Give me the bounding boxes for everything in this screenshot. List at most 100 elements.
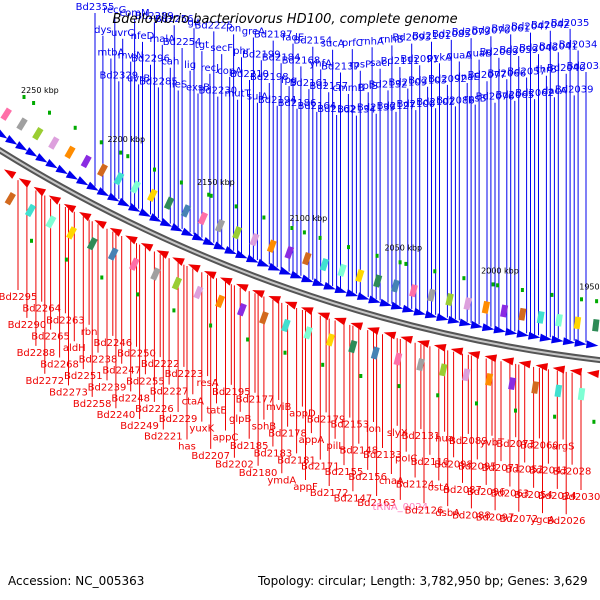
forward-gene-label: Bd2069 xyxy=(480,47,519,58)
rna-marker xyxy=(290,226,294,230)
forward-cog-block xyxy=(445,292,454,307)
forward-gene-label: Bd2184 xyxy=(262,52,301,63)
gene-labels: Bd2355 dys mtbA Bd2329 recG uvrC mviN uvrB comM n… xyxy=(0,2,600,527)
forward-gene-label: comM xyxy=(120,8,150,19)
forward-gene-label: secF xyxy=(210,43,233,54)
rna-marker xyxy=(462,276,466,281)
forward-cog-block xyxy=(64,145,76,159)
reverse-gene-label: Bd2238 xyxy=(79,355,118,366)
reverse-gene-label: Bd2177 xyxy=(236,395,275,406)
forward-cog-block xyxy=(97,163,108,177)
reverse-gene-label: Bd2178 xyxy=(268,429,307,440)
reverse-gene-label: dsbA xyxy=(435,508,460,519)
reverse-cog-block xyxy=(325,333,336,347)
reverse-gene-label: Bd2156 xyxy=(348,472,387,483)
forward-gene-label: Bd2041 xyxy=(539,41,578,52)
reverse-gene-label: Bd2195 xyxy=(212,387,251,398)
reverse-gene-arrow xyxy=(317,312,331,321)
forward-gene-label: cah xyxy=(161,57,179,68)
reverse-gene-label: Bd2222 xyxy=(141,359,180,370)
forward-gene-arrow xyxy=(138,208,152,217)
forward-cog-block xyxy=(500,304,509,318)
reverse-gene-label: appC xyxy=(213,433,239,444)
forward-gene-label: Bd2035 xyxy=(551,18,590,29)
forward-cog-block xyxy=(518,307,527,321)
forward-gene-label: Bd2285 xyxy=(139,76,178,87)
forward-gene-label: Bd2127 xyxy=(377,101,416,112)
reverse-gene-arrow xyxy=(333,317,347,326)
forward-gene-arrow xyxy=(481,323,495,332)
reverse-cog-block xyxy=(236,303,247,317)
forward-gene-arrow xyxy=(245,254,259,263)
rna-marker xyxy=(126,154,130,159)
forward-gene-arrow xyxy=(562,337,576,346)
forward-gene-label: dacA xyxy=(542,86,567,97)
forward-gene-arrow xyxy=(107,192,120,202)
reverse-gene-label: Bd2268 xyxy=(40,360,79,371)
forward-gene-label: uvrB xyxy=(127,73,150,84)
reverse-gene-label: mviB xyxy=(266,402,291,413)
forward-gene-label: Bd2076 xyxy=(476,92,515,103)
forward-gene-label: Bd2091 xyxy=(400,54,439,65)
reverse-gene-label: appA xyxy=(299,435,325,446)
rna-marker xyxy=(321,362,325,367)
forward-gene-label: tgt xyxy=(195,40,209,51)
forward-gene-label: Bd2093 xyxy=(392,33,431,44)
forward-gene-label: Bd2256 xyxy=(155,14,194,25)
reverse-gene-label: Bd2030 xyxy=(562,492,600,503)
forward-gene-label: Bd2187 xyxy=(254,30,293,41)
forward-gene-label: uvrC xyxy=(111,28,134,39)
rna-marker xyxy=(359,374,363,378)
forward-gene-label: recJ xyxy=(201,63,220,74)
forward-gene-label: rplS xyxy=(358,81,378,92)
forward-cog-block xyxy=(427,288,436,302)
reverse-gene-label: Bd2095 xyxy=(458,461,497,472)
forward-gene-label: Bd2034 xyxy=(559,40,598,51)
reverse-gene-arrow xyxy=(400,335,413,344)
forward-cog-block xyxy=(409,284,418,298)
reverse-gene-arrow xyxy=(79,212,92,222)
rna-marker xyxy=(347,245,350,250)
reverse-gene-label: Bd2227 xyxy=(150,387,189,398)
reverse-cog-block xyxy=(303,326,313,340)
forward-cog-block xyxy=(337,263,347,277)
reverse-gene-label: Bd2155 xyxy=(325,467,364,478)
forward-gene-arrow xyxy=(65,170,79,180)
reverse-gene-label: aldH xyxy=(63,343,86,354)
forward-gene-arrow xyxy=(149,213,162,222)
reverse-gene-label: ostA xyxy=(428,483,450,494)
forward-gene-label: Bd2109 xyxy=(388,78,427,89)
reverse-cog-block xyxy=(129,257,140,271)
rna-marker xyxy=(375,253,379,258)
forward-gene-arrow xyxy=(323,281,336,290)
reverse-gene-label: yvbT xyxy=(480,438,505,449)
reverse-gene-label: argS xyxy=(552,442,575,453)
kbp-tick xyxy=(398,260,402,265)
reverse-gene-label: Bd2255 xyxy=(126,376,165,387)
reverse-cog-block xyxy=(485,372,494,386)
forward-gene-arrow xyxy=(256,258,270,267)
forward-gene-label: Bd2157 xyxy=(309,81,348,92)
forward-gene-label: Bd2101 xyxy=(412,31,451,42)
rna-marker xyxy=(514,408,517,413)
forward-gene-label: Bd2132 xyxy=(369,79,408,90)
forward-gene-label: thrB xyxy=(536,65,557,76)
reverse-gene-label: Bd2071 xyxy=(482,463,521,474)
reverse-gene-label: ymdA xyxy=(267,475,296,486)
reverse-gene-label: Bd2229 xyxy=(159,414,198,425)
reverse-gene-label: Bd2180 xyxy=(239,468,278,479)
reverse-gene-arrow xyxy=(236,283,249,292)
reverse-gene-label: has xyxy=(178,442,196,453)
kbp-label: 2250 kbp xyxy=(21,86,59,95)
reverse-cog-block xyxy=(370,346,380,360)
reverse-cog-block xyxy=(66,226,77,240)
kbp-label: 2150 kbp xyxy=(197,178,235,187)
reverse-gene-arrow xyxy=(300,307,314,315)
rna-marker xyxy=(246,337,250,342)
forward-cog-block xyxy=(197,211,209,226)
reverse-gene-label: Bd2265 xyxy=(31,332,70,343)
forward-cog-block xyxy=(302,252,312,266)
reverse-gene-label: Bd2063 xyxy=(491,489,530,500)
forward-gene-label: glt xyxy=(187,17,200,28)
forward-gene-label: cmmB xyxy=(332,83,364,94)
